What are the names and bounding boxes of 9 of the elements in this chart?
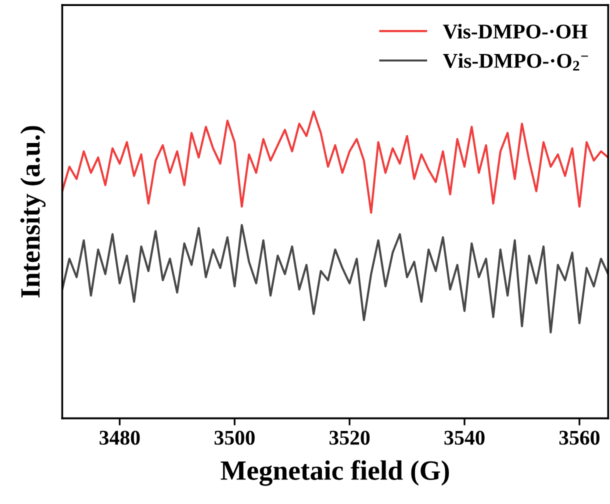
- legend-label: Vis-DMPO-·OH: [442, 24, 588, 39]
- x-tick-label: 3520: [330, 430, 370, 445]
- legend-label: Vis-DMPO-·O$_{2}$$^{−}$: [442, 53, 588, 71]
- x-tick-label: 3500: [214, 430, 255, 445]
- x-axis-title: Megnetaic field (G): [220, 460, 449, 486]
- x-tick-label: 3540: [444, 430, 485, 445]
- y-axis-title: Intensity (a.u.): [20, 126, 46, 298]
- x-tick-label: 3480: [100, 430, 140, 445]
- x-tick-label: 3560: [559, 430, 600, 445]
